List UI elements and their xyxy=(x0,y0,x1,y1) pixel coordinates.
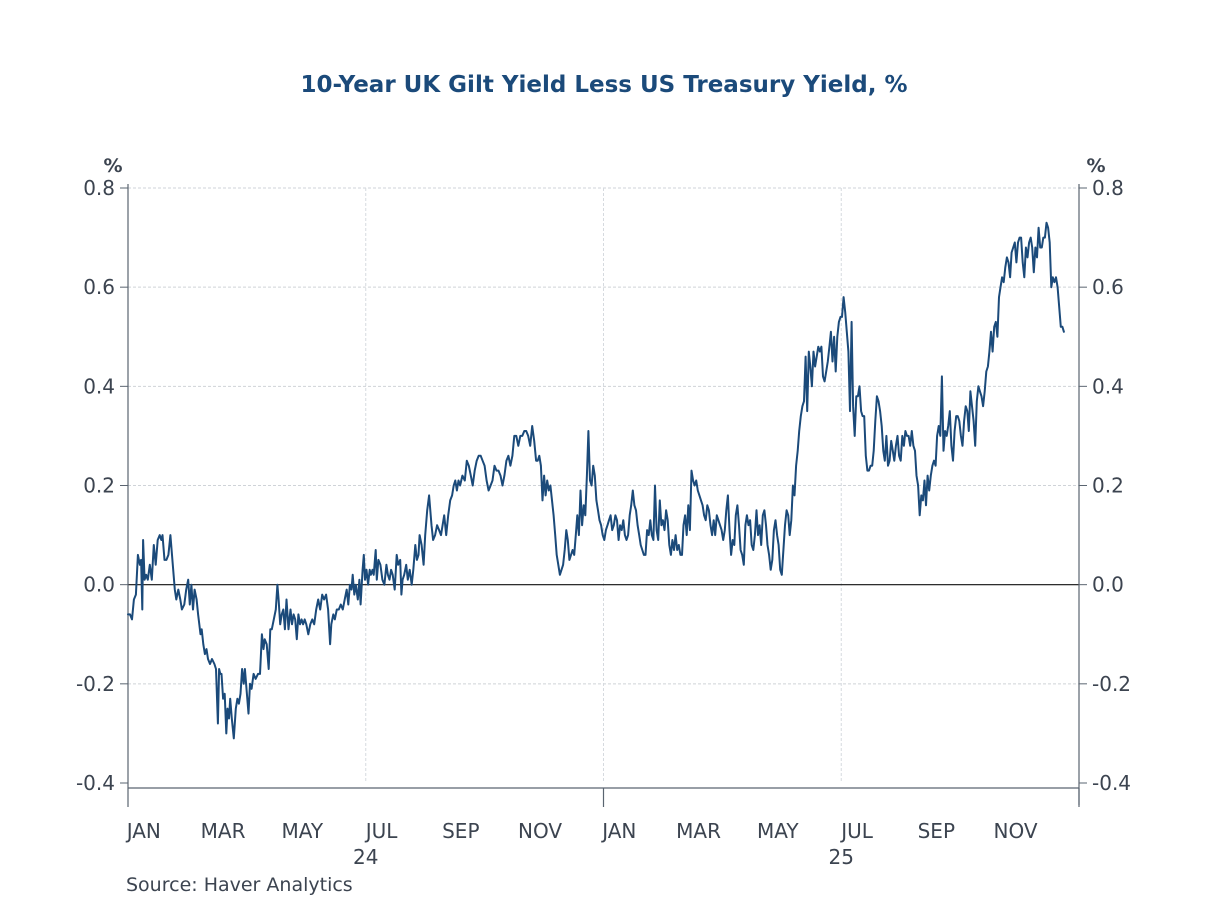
right-y-tick-label: -0.2 xyxy=(1092,672,1131,696)
right-y-tick-label: 0.6 xyxy=(1092,275,1124,299)
x-tick-label-month: NOV xyxy=(994,819,1038,843)
x-tick-label-month: MAY xyxy=(282,819,324,843)
right-y-tick-label: 0.0 xyxy=(1092,573,1124,597)
x-tick-label-month: JAN xyxy=(125,819,161,843)
x-tick-label-month: MAY xyxy=(757,819,799,843)
x-tick-label-month: NOV xyxy=(518,819,562,843)
gridlines xyxy=(128,187,1079,783)
right-axis-unit-label: % xyxy=(1086,155,1105,177)
chart-title: 10-Year UK Gilt Yield Less US Treasury Y… xyxy=(300,72,907,98)
x-tick-labels: JAN MAR MAY JUL SEP NOV JAN MAR MAY JUL SEP NOV 24 25 xyxy=(125,819,1038,869)
series-line-uk-us-spread xyxy=(127,221,1065,740)
x-tick-label-year: 25 xyxy=(829,845,854,869)
right-y-tick-label: -0.4 xyxy=(1092,771,1131,795)
left-axis-unit-label: % xyxy=(103,155,122,177)
left-y-tick-label: 0.4 xyxy=(83,374,115,398)
left-y-tick-label: 0.2 xyxy=(83,474,115,498)
x-tick-label-month: JUL xyxy=(839,819,874,843)
y-tick-labels: -0.4 -0.4 -0.2 -0.2 0.0 0.0 0.2 0.2 0.4 0.4 0.6 0.6… xyxy=(76,176,1131,795)
right-y-tick-label: 0.8 xyxy=(1092,176,1124,200)
x-tick-label-month: JUL xyxy=(364,819,399,843)
x-tick-label-month: MAR xyxy=(201,819,246,843)
x-tick-label-month: JAN xyxy=(600,819,636,843)
left-y-tick-label: 0.0 xyxy=(83,573,115,597)
x-tick-label-month: SEP xyxy=(918,819,955,843)
left-y-tick-label: -0.2 xyxy=(76,672,115,696)
left-y-tick-label: 0.8 xyxy=(83,176,115,200)
series-layer xyxy=(127,221,1065,740)
right-y-tick-label: 0.4 xyxy=(1092,374,1124,398)
x-tick-label-year: 24 xyxy=(353,845,378,869)
x-tick-label-month: MAR xyxy=(676,819,721,843)
left-y-tick-label: -0.4 xyxy=(76,771,115,795)
source-note: Source: Haver Analytics xyxy=(126,874,353,896)
axes xyxy=(120,184,1087,807)
right-y-tick-label: 0.2 xyxy=(1092,474,1124,498)
left-y-tick-label: 0.6 xyxy=(83,275,115,299)
x-tick-label-month: SEP xyxy=(442,819,479,843)
